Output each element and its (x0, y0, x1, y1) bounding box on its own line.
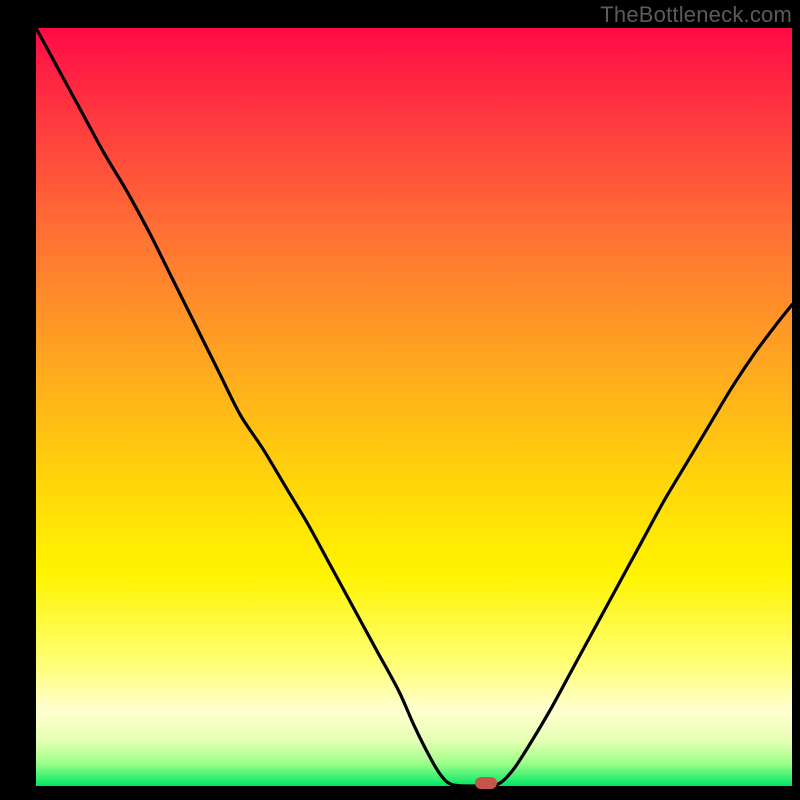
watermark-text: TheBottleneck.com (600, 2, 792, 28)
bottleneck-curve (36, 28, 792, 786)
plot-area (36, 28, 792, 786)
curve-path (36, 28, 792, 786)
optimum-marker (475, 777, 497, 789)
chart-frame: TheBottleneck.com (0, 0, 800, 800)
